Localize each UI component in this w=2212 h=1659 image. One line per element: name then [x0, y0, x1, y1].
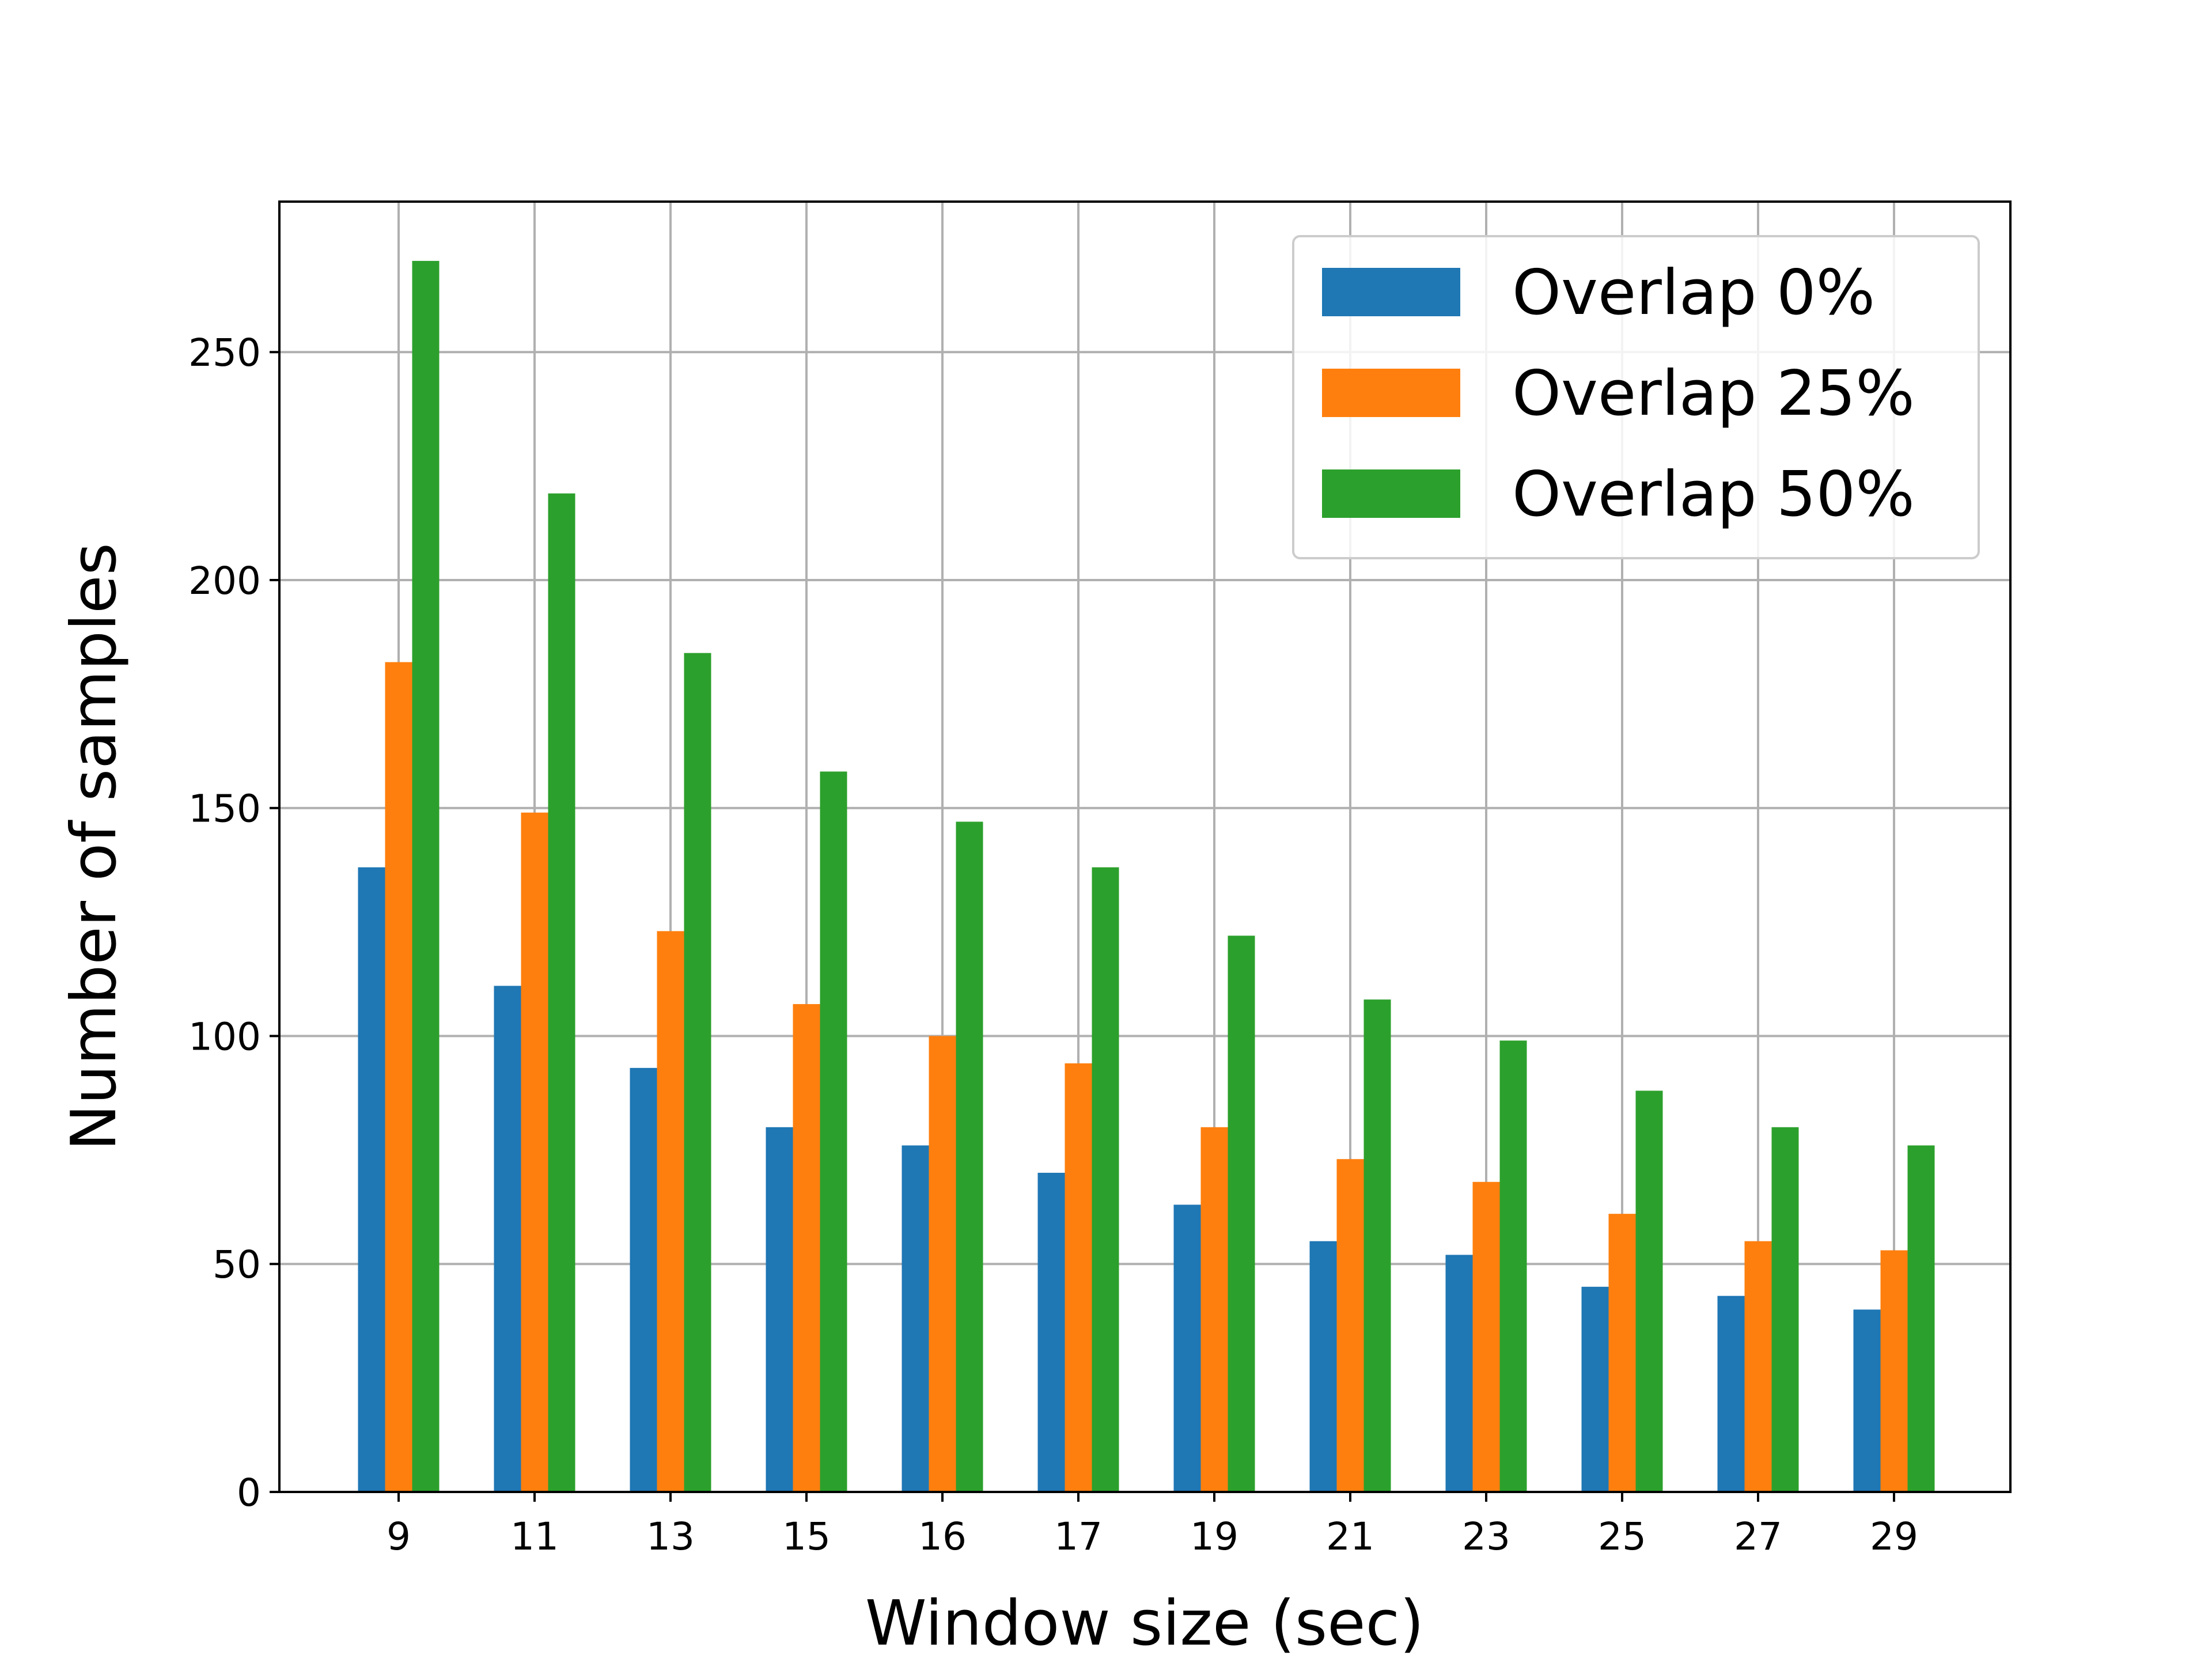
x-tick-label: 21	[1326, 1514, 1374, 1559]
x-tick-label: 17	[1054, 1514, 1103, 1559]
y-tick-label: 200	[188, 559, 261, 603]
bar	[385, 662, 412, 1492]
bar	[1363, 999, 1391, 1492]
y-tick-label: 150	[188, 787, 261, 831]
bar	[684, 653, 711, 1492]
x-tick-label: 25	[1598, 1514, 1646, 1559]
bar	[358, 867, 385, 1492]
x-tick-label: 16	[918, 1514, 967, 1559]
bar	[766, 1127, 793, 1492]
bar	[1092, 867, 1119, 1492]
bar	[1336, 1159, 1364, 1492]
bar	[1472, 1181, 1500, 1492]
x-tick-label: 9	[387, 1514, 411, 1559]
bar	[1717, 1296, 1745, 1492]
bar	[1581, 1286, 1609, 1492]
bar	[929, 1036, 956, 1492]
plot-frame	[278, 200, 2012, 1493]
bar	[1771, 1127, 1799, 1492]
legend: Overlap 0% Overlap 25% Overlap 50%	[1292, 235, 1980, 559]
legend-swatch	[1322, 268, 1460, 316]
x-tick-label: 13	[646, 1514, 695, 1559]
legend-label: Overlap 0%	[1512, 257, 1875, 329]
bar	[1309, 1241, 1337, 1492]
legend-box	[1292, 235, 1980, 559]
x-tick-label: 15	[782, 1514, 831, 1559]
bar	[1499, 1040, 1527, 1492]
bar	[1200, 1127, 1228, 1492]
bar	[1037, 1172, 1065, 1492]
bar	[1065, 1063, 1092, 1492]
x-tick-label: 27	[1734, 1514, 1782, 1559]
bars	[358, 260, 1935, 1493]
y-axis-label: Number of samples	[58, 543, 130, 1151]
bar	[521, 812, 548, 1492]
x-tick-label: 29	[1870, 1514, 1918, 1559]
bar	[1445, 1255, 1473, 1492]
y-tick-label: 0	[237, 1471, 261, 1515]
legend-swatch	[1322, 469, 1460, 518]
ticks: 9 11 13 15 16 17 19 21 23 25 27 29 0 50 100 150 200 250	[188, 331, 1918, 1559]
bar	[1744, 1241, 1772, 1492]
x-axis-label: Window size (sec)	[865, 1588, 1424, 1659]
y-tick-label: 50	[213, 1243, 261, 1287]
bar	[494, 986, 521, 1492]
bar	[1173, 1205, 1201, 1492]
x-tick-label: 23	[1462, 1514, 1510, 1559]
legend-label: Overlap 25%	[1512, 358, 1915, 430]
bar	[902, 1145, 929, 1492]
bar	[1880, 1250, 1908, 1492]
x-tick-label: 19	[1190, 1514, 1238, 1559]
bar	[793, 1004, 820, 1492]
bar	[548, 493, 575, 1492]
y-tick-label: 250	[188, 331, 261, 375]
bar	[1907, 1145, 1935, 1492]
bar	[1853, 1309, 1881, 1492]
bar	[412, 260, 440, 1493]
bar	[820, 771, 847, 1492]
legend-label: Overlap 50%	[1512, 459, 1915, 531]
bar	[1635, 1090, 1663, 1492]
bar	[657, 931, 684, 1492]
y-tick-label: 100	[188, 1014, 261, 1059]
bar	[956, 821, 983, 1492]
legend-swatch	[1322, 369, 1460, 417]
bar	[630, 1067, 657, 1492]
bar	[1608, 1214, 1636, 1492]
x-tick-label: 11	[510, 1514, 559, 1559]
bar	[1228, 935, 1255, 1492]
